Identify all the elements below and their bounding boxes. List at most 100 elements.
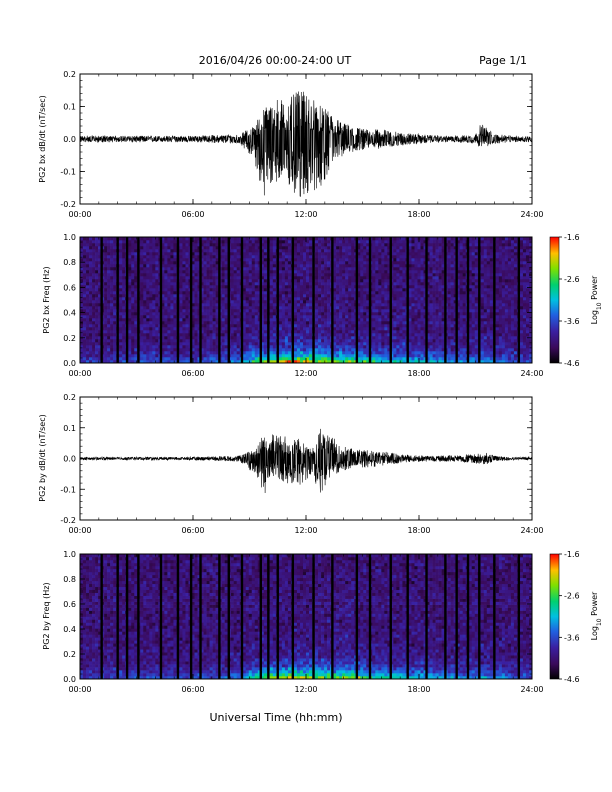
panel-bx-spectrogram-cell xyxy=(345,237,349,241)
panel-bx-spectrogram-cell xyxy=(170,294,174,298)
panel-bx-spectrogram-cell xyxy=(299,249,304,253)
panel-bx-spectrogram-cell xyxy=(242,354,247,358)
panel-bx-spectrogram-cell xyxy=(173,279,177,283)
panel-bx-spectrogram-cell xyxy=(110,249,114,253)
panel-bx-spectrogram-cell xyxy=(98,315,102,319)
panel-bx-spectrogram-cell xyxy=(197,249,201,253)
panel-bx-spectrogram-cell xyxy=(339,315,343,319)
panel-bx-spectrogram-cell xyxy=(140,306,144,310)
panel-bx-spectrogram-cell xyxy=(411,330,415,334)
panel-bx-spectrogram-cell xyxy=(254,309,259,313)
panel-bx-spectrogram-cell xyxy=(327,315,331,319)
panel-bx-spectrogram-cell xyxy=(293,354,298,358)
panel-bx-spectrogram-cell xyxy=(119,321,123,325)
panel-bx-spectrogram-cell xyxy=(299,279,304,283)
panel-bx-spectrogram-cell xyxy=(281,351,286,355)
panel-bx-spectrogram-cell xyxy=(152,312,156,316)
panel-bx-spectrogram-cell xyxy=(185,258,189,262)
panel-bx-spectrogram-cell xyxy=(348,300,352,304)
panel-bx-spectrogram-cell xyxy=(146,261,150,265)
panel-bx-dbdt-plot xyxy=(79,91,533,197)
panel-bx-spectrogram-cell xyxy=(302,276,307,280)
panel-bx-spectrogram-cell xyxy=(257,300,262,304)
panel-bx-spectrogram-cell xyxy=(260,288,265,292)
panel-bx-spectrogram-cell xyxy=(248,279,253,283)
panel-bx-spectrogram-cell xyxy=(131,240,135,244)
panel-bx-spectrogram-cell xyxy=(351,255,355,259)
panel-bx-spectrogram-cell xyxy=(402,330,406,334)
panel-bx-spectrogram-cell xyxy=(309,261,313,265)
panel-bx-spectrogram-cell xyxy=(170,243,174,247)
panel-bx-spectrogram-cell xyxy=(122,243,126,247)
panel-bx-spectrogram-cell xyxy=(122,276,126,280)
panel-bx-spectrogram-cell xyxy=(182,318,186,322)
panel-bx-spectrogram-cell xyxy=(203,342,207,346)
panel-bx-spectrogram-cell xyxy=(203,237,207,241)
panel-bx-spectrogram-cell xyxy=(384,309,388,313)
panel-bx-spectrogram-cell xyxy=(257,240,262,244)
panel-bx-spectrogram-cell xyxy=(321,330,325,334)
panel-bx-spectrogram-cell xyxy=(215,318,219,322)
panel-bx-spectrogram-cell xyxy=(372,333,376,337)
panel-bx-spectrogram-cell xyxy=(333,246,337,250)
panel-bx-spectrogram-cell xyxy=(185,276,189,280)
panel-bx-spectrogram-cell xyxy=(140,348,144,352)
panel-bx-spectrogram-cell xyxy=(209,321,213,325)
panel-bx-spectrogram-cell xyxy=(339,264,343,268)
panel-bx-spectrogram-cell xyxy=(194,300,198,304)
panel-bx-spectrogram-cell xyxy=(333,279,337,283)
panel-bx-spectrogram-cell xyxy=(351,327,355,331)
panel-bx-spectrogram-cell xyxy=(110,354,114,358)
panel-bx-spectrogram-cell xyxy=(230,357,234,361)
panel-bx-spectrogram-cell xyxy=(263,327,268,331)
panel-bx-spectrogram-cell xyxy=(197,246,201,250)
panel-bx-spectrogram-cell xyxy=(92,288,96,292)
panel-bx-spectrogram-cell xyxy=(104,273,108,277)
panel-bx-spectrogram-cell xyxy=(318,291,322,295)
panel-bx-spectrogram-cell xyxy=(306,312,310,316)
panel-bx-spectrogram-cell xyxy=(378,345,382,349)
panel-bx-spectrogram-cell xyxy=(339,276,343,280)
panel-bx-spectrogram-cell xyxy=(185,237,189,241)
panel-bx-spectrogram-cell xyxy=(149,240,153,244)
panel-bx-spectrogram-cell xyxy=(327,312,331,316)
panel-bx-spectrogram-cell xyxy=(284,360,289,364)
panel-bx-spectrogram-cell xyxy=(293,342,298,346)
panel-bx-spectrogram-cell xyxy=(390,327,394,331)
panel-bx-spectrogram-cell xyxy=(296,351,301,355)
panel-bx-spectrogram-cell xyxy=(203,300,207,304)
panel-bx-spectrogram-cell xyxy=(269,261,274,265)
panel-bx-spectrogram-cell xyxy=(372,303,376,307)
panel-bx-spectrogram-cell xyxy=(345,306,349,310)
panel-bx-spectrogram-cell xyxy=(417,336,421,340)
panel-bx-spectrogram-cell xyxy=(80,315,84,319)
panel-bx-spectrogram-cell xyxy=(302,255,307,259)
panel-bx-spectrogram-cell xyxy=(357,339,361,343)
panel-bx-spectrogram-cell xyxy=(366,312,370,316)
panel-bx-spectrogram-cell xyxy=(215,282,219,286)
panel-bx-spectrogram-cell xyxy=(212,279,216,283)
panel-bx-spectrogram-cell xyxy=(408,291,412,295)
panel-bx-spectrogram-cell xyxy=(83,333,87,337)
panel-bx-spectrogram-cell xyxy=(324,261,328,265)
panel-bx-spectrogram-cell xyxy=(164,288,168,292)
panel-bx-spectrogram-cell xyxy=(215,345,219,349)
panel-bx-spectrogram-cell xyxy=(293,360,298,364)
panel-bx-spectrogram-cell xyxy=(408,285,412,289)
panel-bx-spectrogram-cell xyxy=(363,342,367,346)
panel-bx-spectrogram-cell xyxy=(378,291,382,295)
panel-bx-spectrogram-cell xyxy=(278,360,283,364)
panel-bx-spectrogram-cell xyxy=(122,342,126,346)
panel-bx-spectrogram-cell xyxy=(194,294,198,298)
panel-bx-spectrogram-cell xyxy=(342,315,346,319)
panel-bx-spectrogram-cell xyxy=(170,297,174,301)
panel-bx-spectrogram-cell xyxy=(140,264,144,268)
panel-bx-spectrogram-cell xyxy=(393,318,397,322)
panel-bx-spectrogram-cell xyxy=(420,258,424,262)
panel-bx-spectrogram-cell xyxy=(321,252,325,256)
panel-bx-spectrogram-cell xyxy=(426,351,430,355)
panel-bx-spectrogram-cell xyxy=(92,276,96,280)
panel-bx-spectrogram-cell xyxy=(411,348,415,352)
panel-bx-spectrogram-cell xyxy=(254,333,259,337)
panel-bx-spectrogram-cell xyxy=(360,258,364,262)
